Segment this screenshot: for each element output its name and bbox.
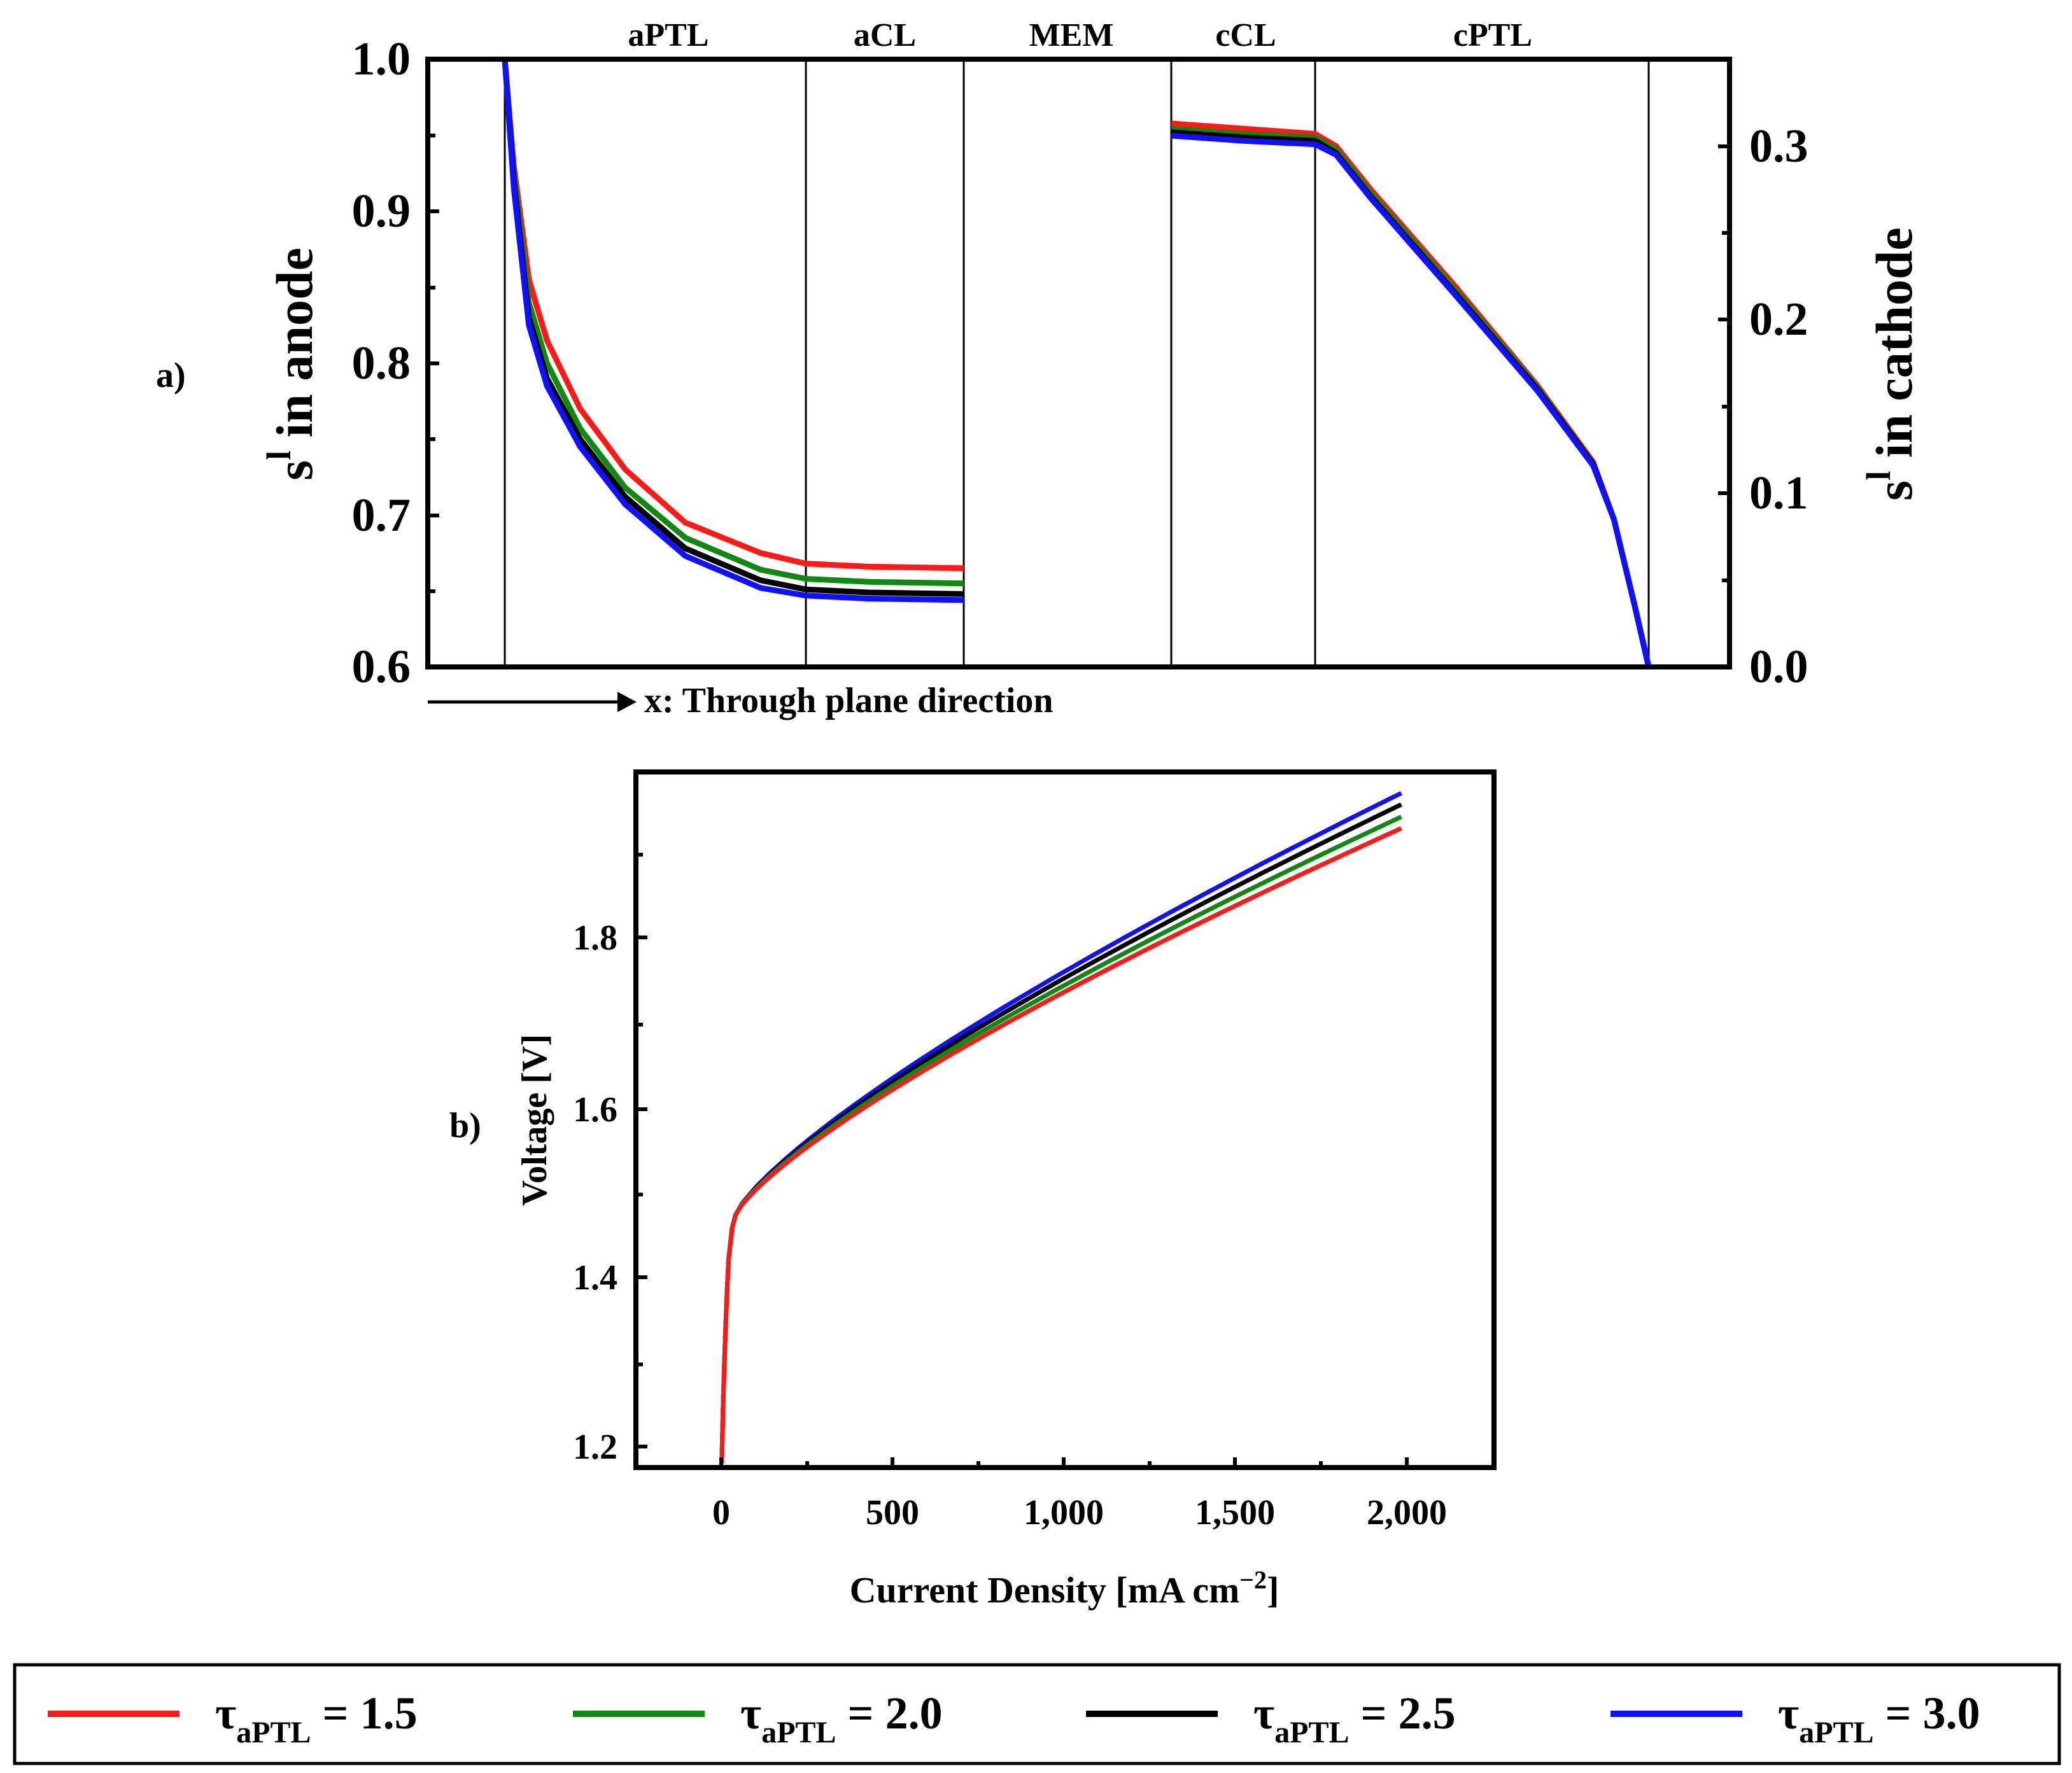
b-x-tick-label: 500	[866, 1493, 919, 1532]
panel-b-x-ticks	[719, 1457, 1409, 1468]
b-y-tick-label: 1.4	[573, 1258, 617, 1298]
legend-label: τaPTL = 2.0	[740, 1688, 943, 1749]
right-tick-label: 0.3	[1749, 120, 1808, 172]
left-tick-label: 1.0	[352, 33, 411, 85]
right-tick-label: 0.0	[1749, 641, 1808, 693]
series-line-cathode-black	[1171, 129, 1652, 668]
region-label-cPTL: cPTL	[1453, 17, 1532, 53]
region-label-MEM: MEM	[1029, 17, 1114, 53]
series-line-cathode-blue	[1171, 132, 1652, 668]
b-x-tick-label: 2,000	[1367, 1493, 1447, 1532]
left-tick-label: 0.9	[352, 185, 411, 237]
series-line-anode-green	[502, 59, 964, 587]
panel-a-label: a)	[156, 356, 186, 395]
x-direction-label: x: Through plane direction	[644, 681, 1054, 720]
left-axis-label: sl in anode	[260, 248, 323, 480]
series-line-cathode-red	[1171, 120, 1652, 668]
legend: τaPTL = 1.5 τaPTL = 2.0 τaPTL = 2.5 τaPT…	[13, 1663, 2061, 1765]
region-label-aCL: aCL	[854, 17, 916, 53]
legend-label: τaPTL = 3.0	[1778, 1688, 1980, 1749]
right-tick-label: 0.1	[1749, 467, 1808, 519]
b-y-axis-label: Voltage [V]	[515, 1034, 554, 1206]
b-x-axis-label: Current Density [mA cm−2]	[850, 1566, 1279, 1611]
panel-b: b) 1.2 1.4 1.6 1.8 0 5	[449, 769, 1497, 1611]
b-y-tick-label: 1.2	[573, 1427, 617, 1467]
series-line-anode-black	[502, 59, 964, 597]
b-x-tick-label: 1,500	[1195, 1493, 1275, 1532]
panel-b-label: b)	[449, 1106, 481, 1146]
direction-arrow-head	[617, 692, 637, 712]
left-tick-label: 0.8	[352, 337, 411, 389]
left-tick-label: 0.7	[352, 489, 411, 542]
panel-b-frame	[633, 769, 1497, 1470]
left-axis-ticks	[428, 57, 439, 669]
b-x-tick-label: 0	[712, 1493, 730, 1532]
polarization-curve-green	[719, 815, 1402, 1464]
b-x-tick-label: 1,000	[1024, 1493, 1104, 1532]
series-line-cathode-green	[1171, 125, 1652, 668]
panel-b-series	[719, 791, 1402, 1464]
right-tick-label: 0.2	[1749, 293, 1808, 346]
series-line-anode-blue	[502, 59, 964, 603]
region-label-cCL: cCL	[1215, 17, 1276, 53]
legend-label: τaPTL = 2.5	[1253, 1688, 1456, 1749]
polarization-curve-red	[719, 826, 1402, 1464]
b-y-tick-label: 1.6	[573, 1090, 617, 1130]
b-y-tick-label: 1.8	[573, 918, 617, 958]
legend-frame	[13, 1663, 2061, 1765]
panel-b-y-ticks	[636, 853, 647, 1448]
right-axis-label: sl in cathode	[1859, 227, 1923, 501]
series-line-anode-red	[502, 59, 964, 571]
legend-label: τaPTL = 1.5	[215, 1688, 418, 1749]
panel-a-series	[502, 59, 1652, 668]
left-tick-label: 0.6	[352, 641, 411, 693]
right-axis-ticks	[1718, 57, 1730, 669]
panel-a: a) aPTL aCL MEM cCL cPTL	[156, 17, 1923, 720]
region-label-aPTL: aPTL	[628, 17, 708, 53]
panel-a-frame	[425, 57, 1732, 669]
